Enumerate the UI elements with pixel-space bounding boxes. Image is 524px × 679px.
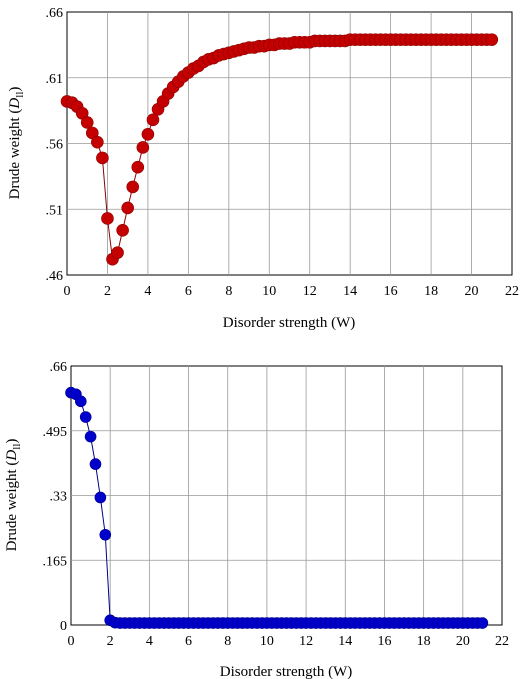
top-series xyxy=(60,33,499,266)
bottom-grid xyxy=(71,366,502,625)
top-x-tick-label: 18 xyxy=(424,284,438,299)
bottom-y-tick-label: .66 xyxy=(50,360,68,375)
top-x-tick-label: 22 xyxy=(505,284,519,299)
top-x-tick-label: 10 xyxy=(262,284,276,299)
top-y-tick-label: .46 xyxy=(46,269,64,284)
bottom-x-tick-label: 12 xyxy=(299,634,313,649)
top-y-tick-label: .56 xyxy=(46,138,64,153)
bottom-data-point xyxy=(84,430,97,443)
top-x-tick-label: 20 xyxy=(465,284,479,299)
bottom-y-tick-label: .33 xyxy=(50,490,68,505)
top-data-point xyxy=(91,135,104,149)
top-data-point xyxy=(121,201,134,215)
bottom-y-tick-labels: 0 .165 .33 .495 .66 xyxy=(43,360,68,634)
top-y-tick-label: .66 xyxy=(46,6,64,21)
top-x-tick-label: 6 xyxy=(185,284,192,299)
top-y-axis-label-symbol: D xyxy=(7,98,23,110)
top-x-tick-label: 2 xyxy=(104,284,111,299)
top-panel: 0 2 4 6 8 10 12 14 16 18 20 22 .46 .51 .56 .61 .66 Diso… xyxy=(7,6,519,331)
top-y-tick-label: .51 xyxy=(46,203,64,218)
bottom-y-tick-label: .495 xyxy=(43,425,68,440)
bottom-x-tick-labels: 0 2 4 6 8 10 12 14 16 18 20 22 xyxy=(68,634,510,649)
top-x-tick-labels: 0 2 4 6 8 10 12 14 16 18 20 22 xyxy=(64,284,520,299)
top-grid xyxy=(67,12,512,275)
bottom-series xyxy=(65,386,489,629)
bottom-x-tick-label: 10 xyxy=(260,634,274,649)
bottom-y-axis-label: Drude weight (Dll) xyxy=(4,439,23,552)
bottom-x-tick-label: 18 xyxy=(417,634,431,649)
bottom-data-point xyxy=(476,617,489,629)
top-x-tick-label: 4 xyxy=(144,284,151,299)
bottom-y-axis-label-close: ) xyxy=(4,439,20,444)
bottom-x-tick-label: 22 xyxy=(495,634,509,649)
top-x-tick-label: 12 xyxy=(303,284,317,299)
top-x-tick-label: 16 xyxy=(384,284,398,299)
top-x-tick-label: 0 xyxy=(64,284,71,299)
bottom-x-tick-label: 4 xyxy=(146,634,153,649)
bottom-x-tick-label: 20 xyxy=(456,634,470,649)
bottom-x-tick-label: 0 xyxy=(68,634,75,649)
top-x-tick-label: 14 xyxy=(343,284,357,299)
bottom-x-tick-label: 2 xyxy=(107,634,114,649)
top-x-tick-label: 8 xyxy=(225,284,232,299)
bottom-data-point xyxy=(99,528,112,541)
top-data-point xyxy=(141,127,155,141)
top-data-point xyxy=(136,141,150,154)
bottom-y-axis-label-symbol: D xyxy=(4,450,20,462)
bottom-x-tick-label: 6 xyxy=(185,634,192,649)
top-data-point xyxy=(485,33,499,46)
top-data-point xyxy=(111,246,124,259)
bottom-x-tick-label: 8 xyxy=(224,634,231,649)
top-y-tick-labels: .46 .51 .56 .61 .66 xyxy=(46,6,64,284)
bottom-data-point xyxy=(79,411,92,423)
bottom-y-tick-label: .165 xyxy=(43,554,68,569)
bottom-y-axis-label-subscript: ll xyxy=(11,444,23,450)
top-y-axis-label-subscript: ll xyxy=(14,92,26,98)
top-data-point xyxy=(146,113,160,127)
top-y-axis-label-close: ) xyxy=(7,87,23,92)
top-data-point xyxy=(126,180,140,194)
bottom-x-tick-label: 16 xyxy=(377,634,391,649)
top-data-point xyxy=(96,151,109,165)
bottom-y-axis-label-text: Drude weight ( xyxy=(4,461,20,552)
top-data-point xyxy=(116,223,129,237)
bottom-data-point xyxy=(74,395,87,408)
top-data-point xyxy=(131,160,145,174)
bottom-data-point xyxy=(89,458,102,470)
bottom-data-point xyxy=(94,491,107,504)
bottom-x-tick-label: 14 xyxy=(338,634,352,649)
top-y-axis-label-text: Drude weight ( xyxy=(7,109,23,200)
top-data-point xyxy=(80,116,94,129)
bottom-x-axis-label: Disorder strength (W) xyxy=(220,664,352,679)
top-x-axis-label: Disorder strength (W) xyxy=(223,315,355,331)
bottom-panel: 0 2 4 6 8 10 12 14 16 18 20 22 0 .165 .33 .495 .66 Diso… xyxy=(4,360,509,679)
bottom-y-tick-label: 0 xyxy=(60,619,67,634)
top-y-tick-label: .61 xyxy=(46,72,64,87)
top-data-point xyxy=(101,212,114,225)
top-y-axis-label: Drude weight (Dll) xyxy=(7,87,26,200)
